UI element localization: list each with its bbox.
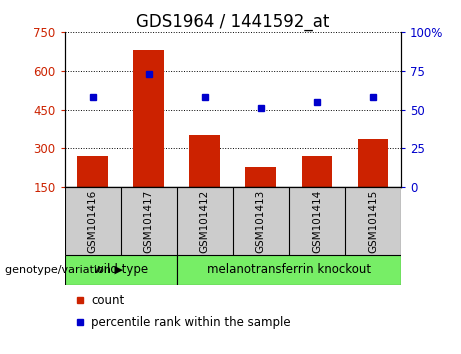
Bar <box>177 255 401 285</box>
Text: wild type: wild type <box>94 263 148 276</box>
Bar <box>133 50 164 187</box>
Bar <box>301 156 332 187</box>
Bar <box>65 255 177 285</box>
Bar <box>245 167 276 187</box>
Text: GSM101415: GSM101415 <box>368 189 378 253</box>
Bar <box>358 139 389 187</box>
Text: GSM101416: GSM101416 <box>88 189 98 253</box>
Text: GSM101414: GSM101414 <box>312 189 322 253</box>
Text: percentile rank within the sample: percentile rank within the sample <box>91 316 291 329</box>
Bar <box>189 136 220 187</box>
Title: GDS1964 / 1441592_at: GDS1964 / 1441592_at <box>136 13 330 30</box>
Bar <box>77 156 108 187</box>
Text: GSM101417: GSM101417 <box>144 189 154 253</box>
Text: count: count <box>91 294 124 307</box>
Text: melanotransferrin knockout: melanotransferrin knockout <box>207 263 371 276</box>
Text: GSM101413: GSM101413 <box>256 189 266 253</box>
Text: genotype/variation ▶: genotype/variation ▶ <box>5 265 123 275</box>
Text: GSM101412: GSM101412 <box>200 189 210 253</box>
